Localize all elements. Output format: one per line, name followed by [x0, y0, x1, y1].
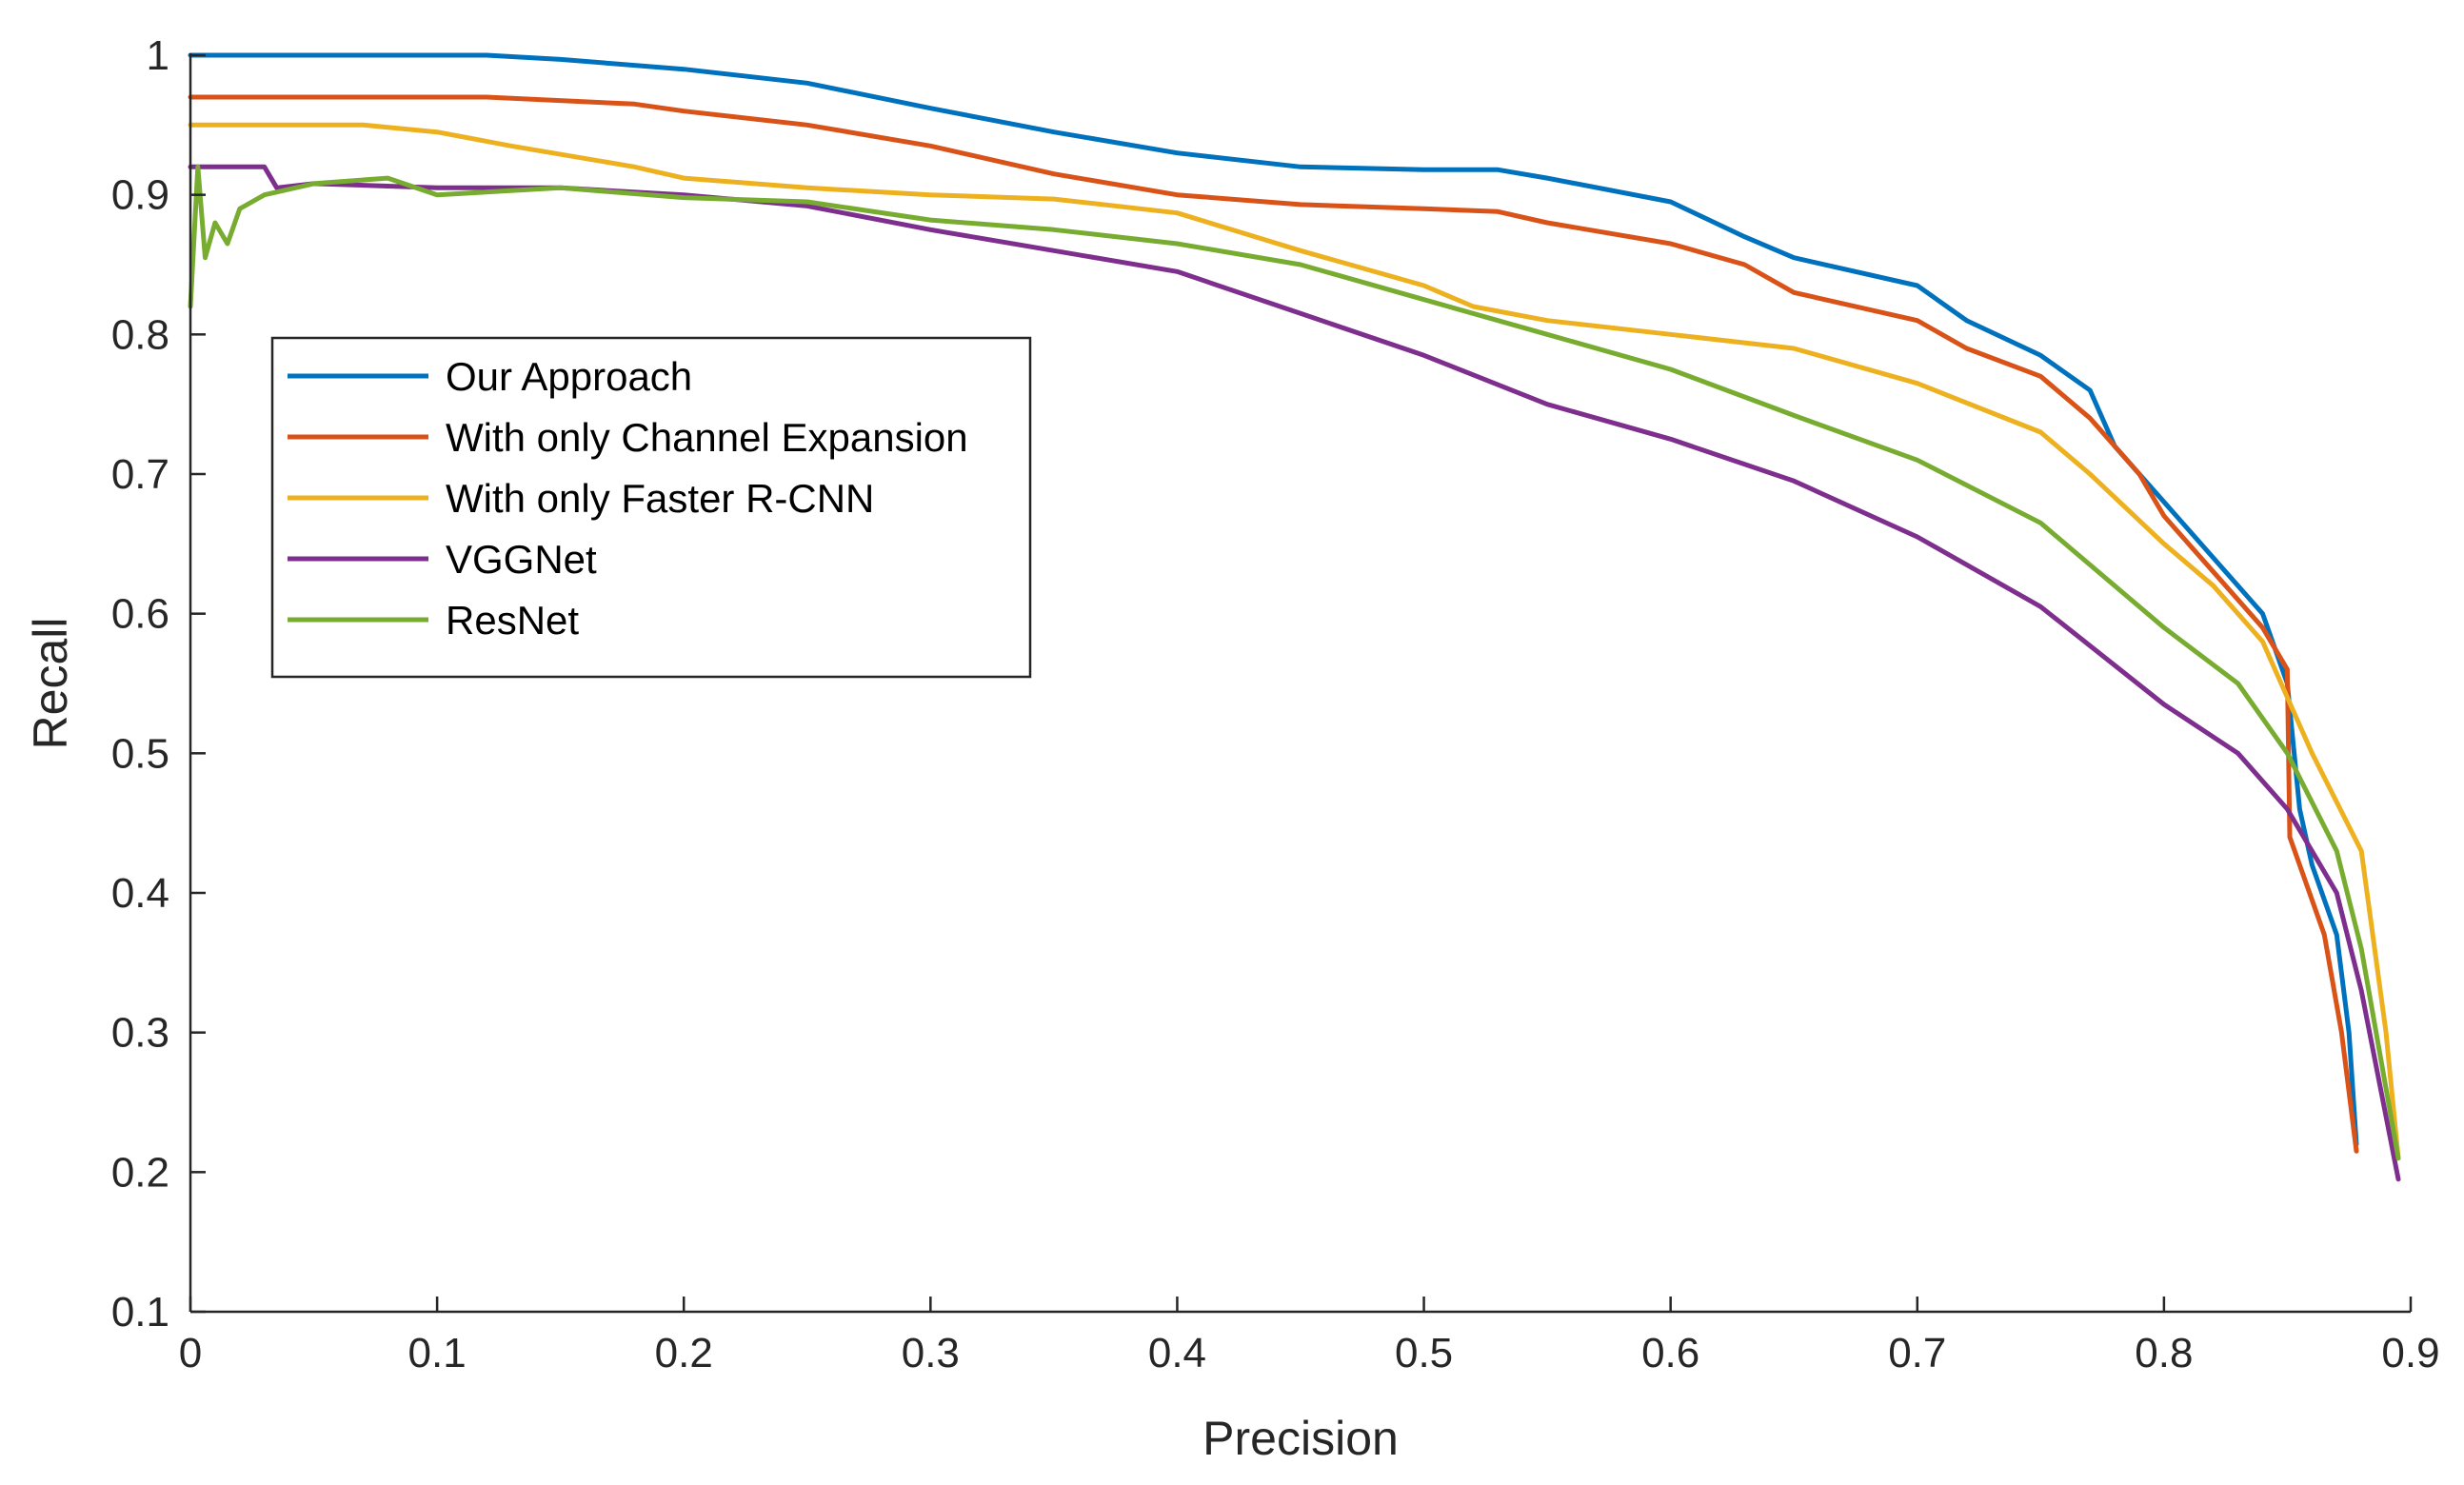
x-axis-title: Precision — [1202, 1412, 1399, 1465]
x-tick-label: 0.5 — [1395, 1330, 1453, 1376]
x-tick-label: 0.3 — [902, 1330, 960, 1376]
x-tick-label: 0.2 — [655, 1330, 713, 1376]
series-line-resnet — [188, 164, 2401, 1161]
x-tick-label: 0.4 — [1148, 1330, 1206, 1376]
series-line-our-approach — [188, 52, 2359, 1147]
y-tick-label: 0.5 — [111, 730, 169, 777]
legend-label: With only Faster R-CNN — [446, 476, 874, 521]
y-tick-label: 0.7 — [111, 451, 169, 498]
x-tick-label: 0.8 — [2135, 1330, 2193, 1376]
y-axis-title: Recall — [24, 618, 77, 750]
series-line-with-only-channel-expansion — [188, 94, 2359, 1154]
legend-label: ResNet — [446, 598, 579, 643]
x-tick-label: 0.7 — [1888, 1330, 1946, 1376]
x-tick-label: 0.1 — [408, 1330, 467, 1376]
y-tick-label: 0.4 — [111, 870, 169, 917]
y-tick-label: 1 — [147, 32, 169, 79]
y-tick-label: 0.1 — [111, 1289, 169, 1336]
legend-label: VGGNet — [446, 537, 597, 582]
legend: Our Approach With only Channel Expansion W… — [270, 336, 1032, 679]
y-tick-label: 0.6 — [111, 591, 169, 638]
x-tick-label: 0 — [179, 1330, 202, 1376]
axes-layer — [189, 53, 2411, 1314]
series-layer — [188, 52, 2401, 1182]
x-tick-label: 0.6 — [1641, 1330, 1699, 1376]
x-tick-label: 0.9 — [2381, 1330, 2439, 1376]
legend-label: Our Approach — [446, 354, 692, 399]
ticks-layer: 0 0.1 0.2 0.3 0.4 0.5 0.6 0.7 0.8 0.90.10.20.30.4… — [111, 32, 2440, 1376]
y-tick-label: 0.9 — [111, 172, 169, 219]
y-tick-label: 0.8 — [111, 311, 169, 358]
y-tick-label: 0.3 — [111, 1010, 169, 1057]
series-line-with-only-faster-r-cnn — [188, 122, 2401, 1161]
legend-label: With only Channel Expansion — [446, 415, 968, 460]
y-tick-label: 0.2 — [111, 1149, 169, 1196]
